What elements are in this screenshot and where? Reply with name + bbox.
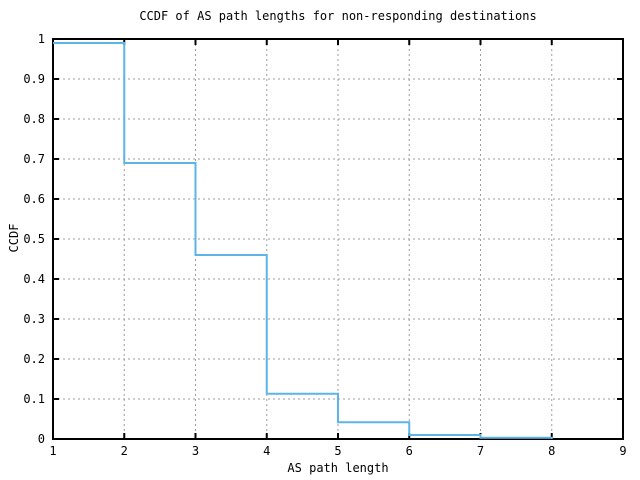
x-tick-label: 6 — [406, 444, 413, 458]
y-tick-label: 0 — [38, 432, 45, 446]
x-tick-label: 8 — [548, 444, 555, 458]
x-tick-label: 7 — [477, 444, 484, 458]
y-tick-label: 0.8 — [23, 112, 45, 126]
x-axis-label: AS path length — [287, 461, 389, 475]
ccdf-step-line — [53, 42, 553, 439]
y-tick-label: 0.5 — [23, 232, 45, 246]
y-tick-label: 0.1 — [23, 392, 45, 406]
x-tick-label: 5 — [334, 444, 341, 458]
y-tick-label: 0.9 — [23, 72, 45, 86]
y-tick-label: 0.3 — [23, 312, 45, 326]
x-tick-label: 4 — [263, 444, 270, 458]
y-tick-label: 0.4 — [23, 272, 45, 286]
y-tick-label: 0.6 — [23, 192, 45, 206]
y-axis-label: CCDF — [7, 223, 21, 253]
y-tick-label: 0.7 — [23, 152, 45, 166]
x-tick-label: 1 — [49, 444, 56, 458]
x-tick-label: 3 — [192, 444, 199, 458]
y-tick-label: 0.2 — [23, 352, 45, 366]
x-tick-label: 9 — [619, 444, 626, 458]
x-tick-label: 2 — [121, 444, 128, 458]
y-tick-label: 1 — [38, 32, 45, 46]
chart-title: CCDF of AS path lengths for non-respondi… — [139, 9, 537, 23]
